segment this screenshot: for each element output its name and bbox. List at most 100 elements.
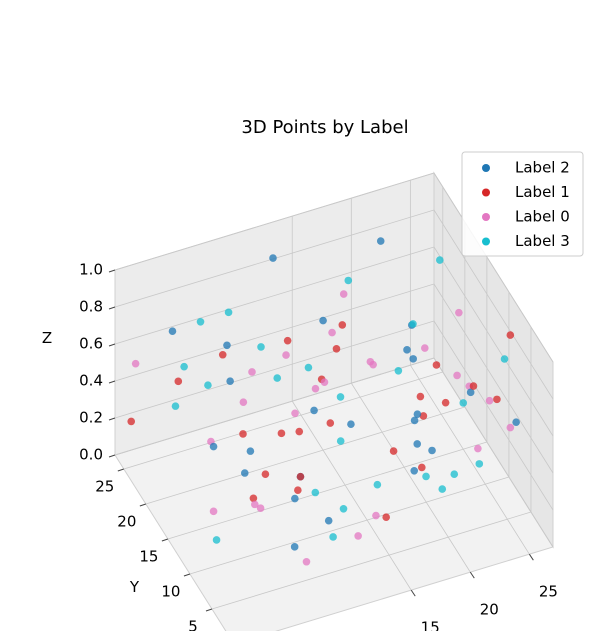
point: [419, 412, 428, 420]
point: [422, 472, 430, 481]
grid-line: [114, 246, 435, 345]
point: [212, 536, 221, 544]
grid-line: [433, 357, 554, 548]
z-tick: [108, 380, 116, 384]
point: [410, 416, 419, 425]
x-tick: [528, 553, 534, 561]
point: [373, 480, 382, 489]
point: [347, 420, 355, 429]
point: [329, 533, 337, 541]
point: [256, 504, 265, 513]
point: [226, 377, 234, 385]
point: [332, 345, 341, 353]
x-tick: [469, 571, 475, 579]
grid-line: [291, 400, 412, 591]
z-tick-label: 0.4: [79, 372, 103, 390]
point: [403, 346, 411, 354]
y-tick-label: 15: [139, 548, 158, 566]
point: [328, 328, 336, 337]
grid-line: [167, 441, 488, 540]
z-tick: [108, 454, 116, 458]
y-axis-label: Y: [129, 578, 140, 596]
point: [441, 398, 450, 407]
y-tick: [117, 468, 124, 472]
point: [336, 393, 345, 401]
z-tick-label: 0.2: [79, 409, 103, 427]
point: [295, 427, 304, 436]
point: [294, 486, 302, 495]
point: [453, 371, 461, 380]
point: [339, 504, 348, 513]
point: [455, 308, 463, 317]
point: [239, 398, 248, 406]
point: [409, 355, 417, 363]
point: [246, 447, 255, 455]
grid-line: [189, 476, 510, 575]
point: [224, 308, 233, 317]
point: [304, 363, 313, 372]
point: [474, 444, 482, 453]
legend-marker: [482, 164, 490, 172]
grid-line: [145, 406, 465, 505]
z-tick: [108, 269, 116, 273]
point: [506, 423, 515, 432]
grid-line: [114, 357, 435, 456]
point: [459, 399, 468, 407]
point: [421, 344, 429, 352]
y-tick: [205, 608, 213, 612]
legend-label: Label 1: [515, 183, 570, 201]
point: [409, 320, 417, 328]
legend-marker: [482, 237, 490, 246]
grid-line: [114, 320, 435, 419]
point: [469, 382, 478, 390]
z-axis-label: Z: [42, 329, 52, 347]
point: [485, 396, 494, 405]
point: [204, 381, 212, 389]
x-tick-label: 25: [539, 583, 558, 601]
point: [240, 469, 249, 477]
point: [311, 488, 320, 497]
point: [428, 446, 436, 455]
point: [291, 409, 299, 418]
point: [174, 377, 183, 386]
grid-line: [433, 172, 554, 363]
point: [475, 460, 484, 468]
point: [416, 392, 425, 401]
grid-line: [433, 246, 554, 437]
legend-box: [461, 151, 584, 257]
grid-line: [114, 172, 435, 271]
grid-line: [410, 364, 530, 555]
point: [382, 513, 390, 522]
point: [283, 336, 292, 345]
point: [131, 359, 140, 368]
z-tick-label: 0.6: [79, 335, 103, 353]
point: [248, 368, 256, 376]
point: [339, 290, 348, 298]
point: [450, 470, 459, 479]
z-tick: [108, 343, 116, 347]
point: [257, 343, 265, 351]
legend-marker: [482, 213, 490, 221]
point: [302, 557, 311, 566]
grid-line: [433, 209, 554, 400]
point: [319, 316, 327, 325]
point: [506, 331, 515, 339]
point: [410, 466, 419, 475]
point: [336, 437, 345, 445]
z-tick-label: 0.0: [79, 446, 103, 464]
legend-label: Label 3: [515, 232, 570, 250]
x-tick-label: 15: [421, 619, 440, 631]
point: [311, 384, 320, 393]
point: [413, 410, 422, 418]
chart-title: 3D Points by Label: [241, 117, 408, 138]
point: [326, 419, 335, 427]
z-tick-label: 0.8: [79, 298, 103, 316]
point: [277, 429, 286, 438]
x-tick: [410, 589, 416, 597]
point: [180, 362, 188, 371]
grid-line: [123, 371, 443, 470]
point: [261, 470, 270, 478]
point: [324, 516, 333, 525]
point: [512, 418, 520, 426]
point: [273, 374, 282, 382]
